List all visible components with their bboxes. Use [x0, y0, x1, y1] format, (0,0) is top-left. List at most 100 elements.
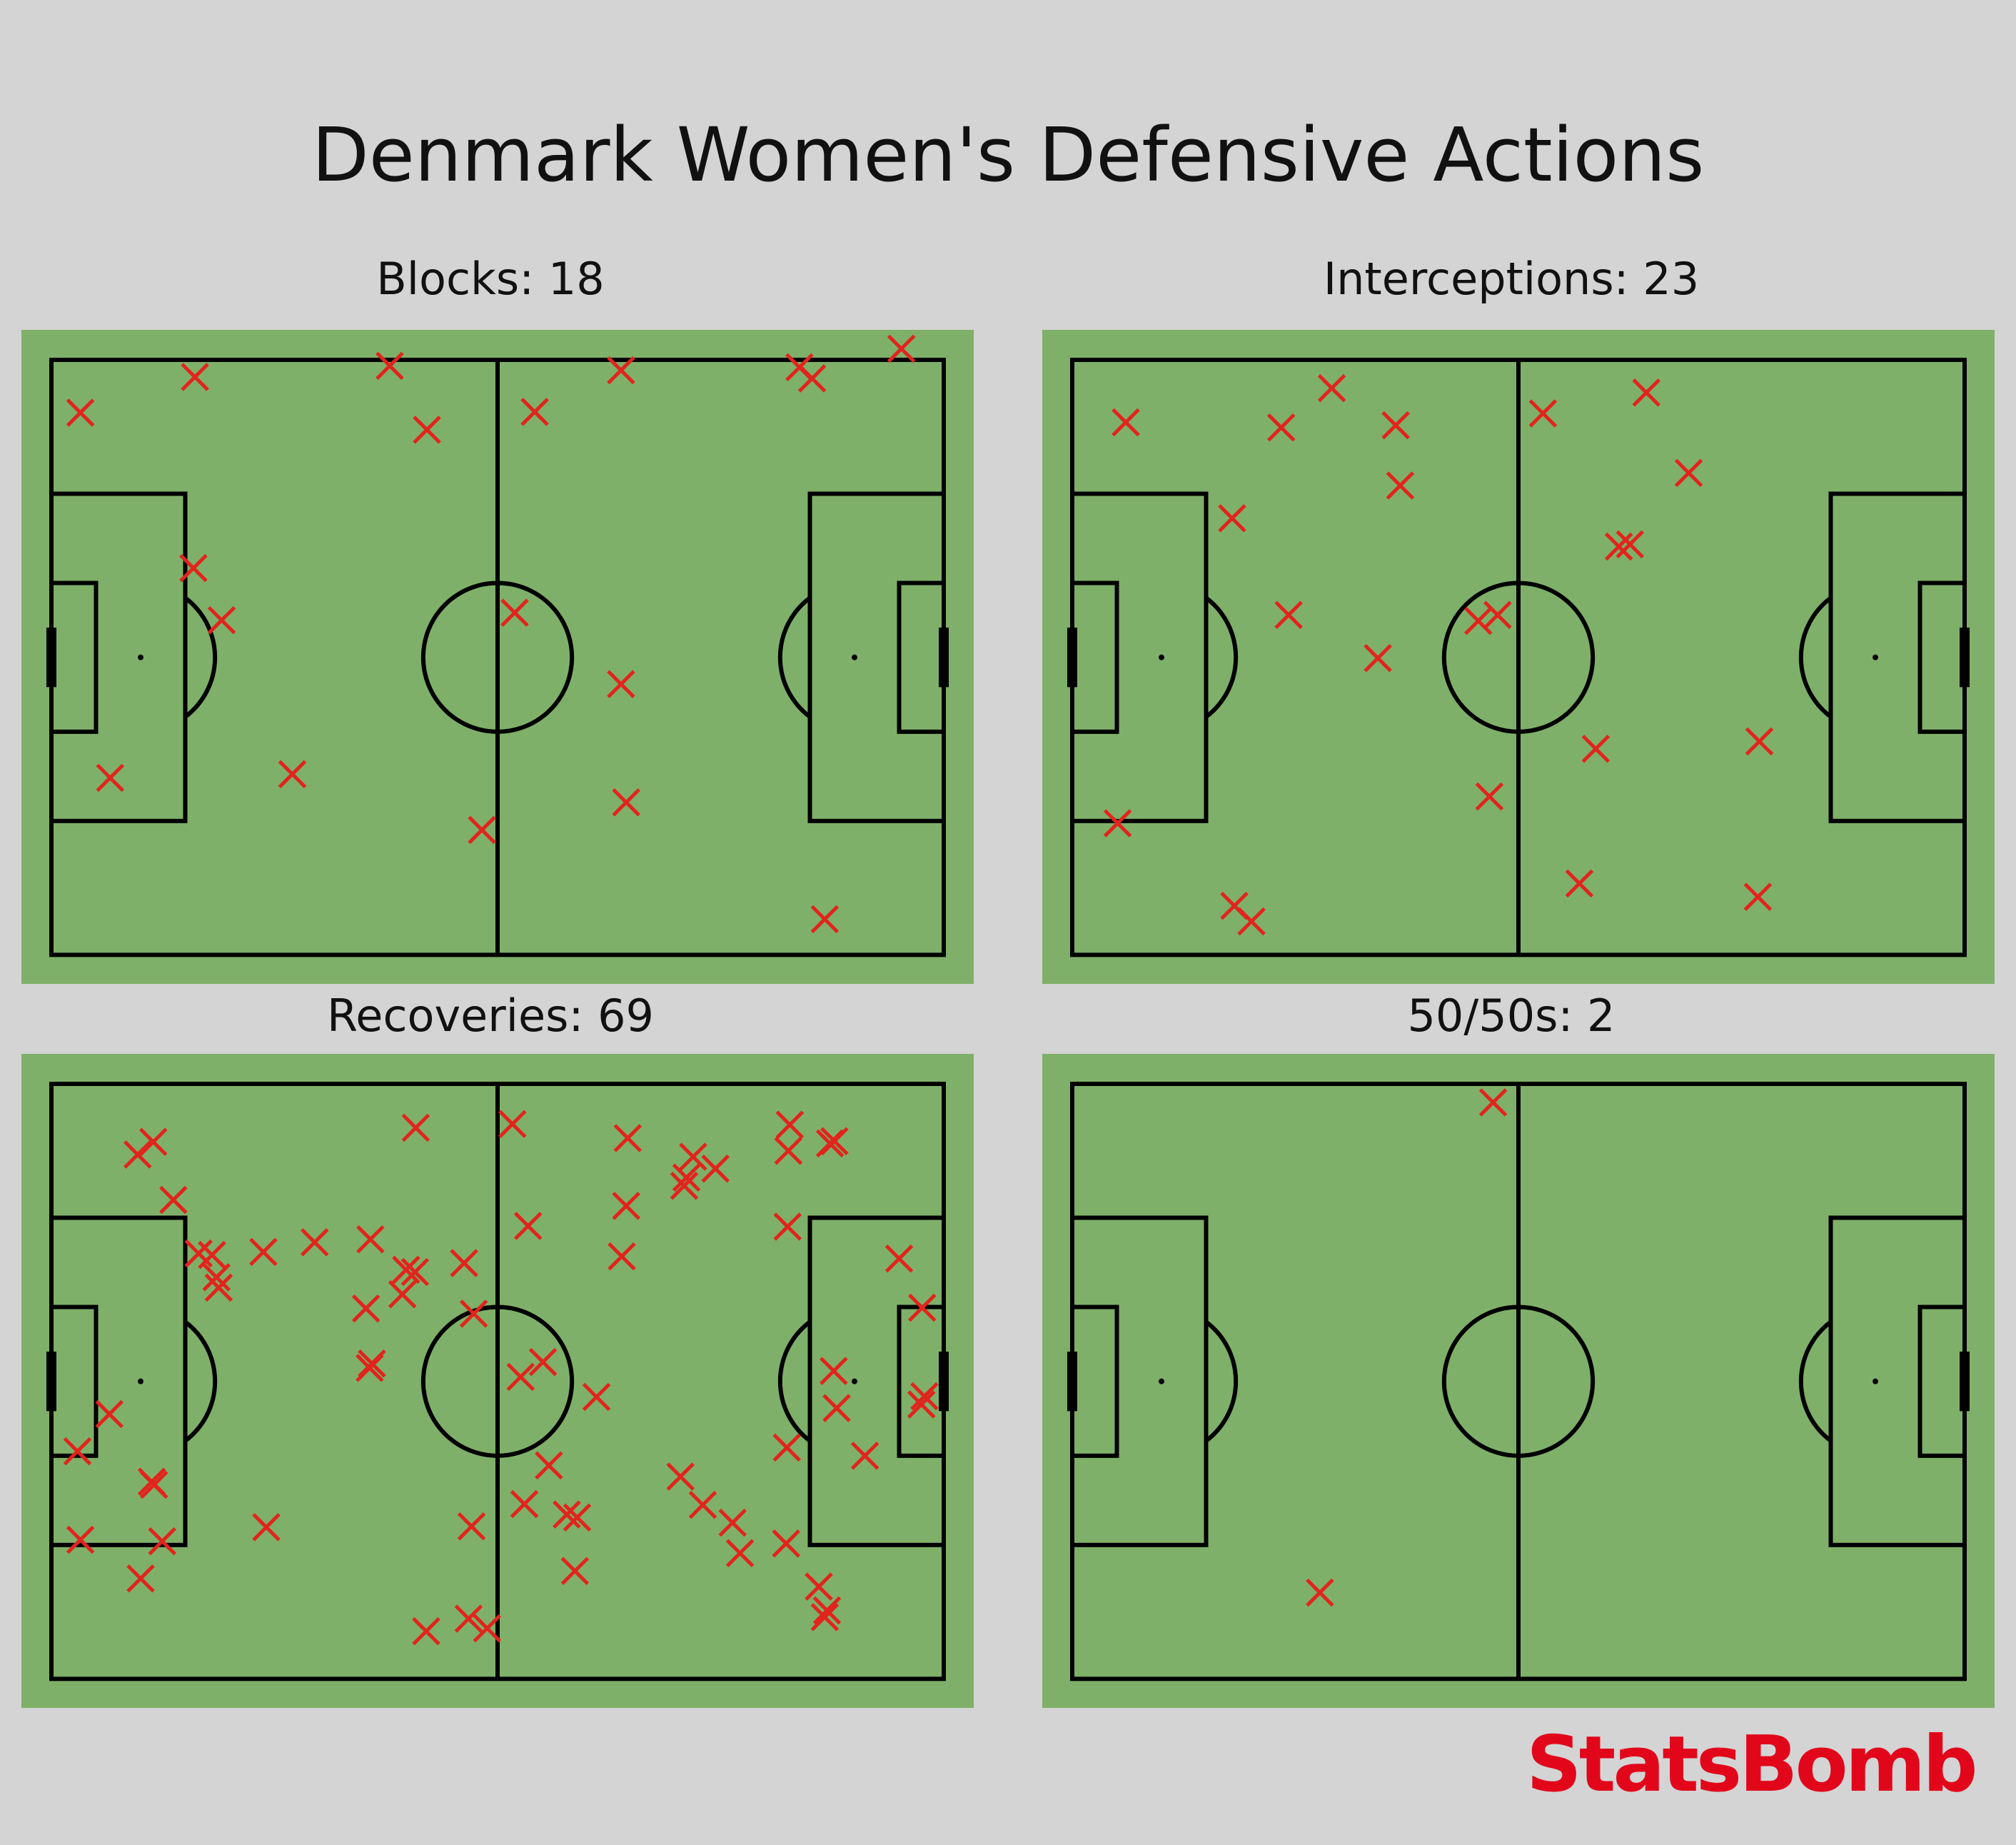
goal-right	[1960, 1352, 1970, 1412]
action-marker	[249, 1237, 278, 1267]
penalty-arc-left	[1204, 1319, 1239, 1443]
action-marker	[850, 1442, 880, 1470]
penalty-spot-left	[1159, 1378, 1164, 1384]
pitch-recoveries	[21, 1054, 974, 1708]
pitch-fifty-fifties	[1042, 1054, 1995, 1708]
action-marker	[775, 1110, 805, 1140]
action-marker	[126, 1564, 155, 1593]
action-marker	[457, 1512, 486, 1541]
action-marker	[812, 1596, 842, 1625]
action-marker	[1745, 727, 1774, 756]
goal-right	[1960, 628, 1970, 688]
action-marker	[159, 1185, 188, 1215]
action-marker	[1463, 606, 1493, 635]
penalty-arc-right	[1798, 595, 1833, 719]
action-marker	[138, 1127, 168, 1157]
action-marker	[300, 1228, 329, 1257]
action-marker	[1581, 735, 1611, 763]
goal-left	[46, 628, 56, 688]
action-marker	[500, 598, 529, 627]
penalty-arc-left	[183, 1319, 218, 1443]
action-marker	[773, 1212, 802, 1241]
action-marker	[772, 1529, 800, 1558]
action-marker	[670, 1171, 699, 1200]
penalty-spot-right	[852, 654, 857, 660]
panel-title-blocks: Blocks: 18	[376, 253, 605, 305]
action-marker	[820, 1357, 848, 1385]
action-marker	[810, 905, 840, 934]
action-marker	[607, 356, 635, 385]
action-marker	[805, 1572, 833, 1601]
action-marker	[612, 1192, 640, 1220]
action-marker	[63, 1437, 92, 1466]
action-marker	[774, 1136, 803, 1165]
chart-title: Denmark Women's Defensive Actions	[311, 111, 1705, 198]
action-marker	[1528, 399, 1558, 428]
centre-circle	[1441, 580, 1596, 734]
action-marker	[137, 1467, 166, 1497]
action-marker	[582, 1382, 611, 1412]
penalty-spot-right	[1873, 1378, 1878, 1384]
action-marker	[563, 1503, 592, 1532]
action-marker	[553, 1500, 581, 1529]
action-marker	[772, 1433, 801, 1462]
action-marker	[1266, 413, 1296, 442]
action-marker	[148, 1527, 176, 1556]
action-marker	[1317, 373, 1346, 403]
action-marker	[1743, 883, 1773, 911]
action-marker	[1274, 600, 1303, 630]
action-marker	[520, 398, 549, 426]
action-marker	[607, 670, 635, 698]
action-marker	[468, 815, 496, 845]
action-marker	[356, 1225, 385, 1254]
centre-spot	[495, 655, 500, 660]
action-marker	[612, 788, 640, 817]
action-marker	[1381, 411, 1410, 440]
action-marker	[1364, 643, 1392, 673]
action-marker	[96, 763, 125, 793]
action-marker	[179, 553, 208, 583]
action-marker	[498, 1110, 527, 1139]
action-marker	[815, 1129, 845, 1158]
centre-circle	[1441, 1304, 1596, 1458]
action-marker	[450, 1249, 478, 1277]
goal-right	[939, 628, 949, 688]
action-marker	[207, 605, 236, 635]
action-marker	[401, 1113, 430, 1142]
action-marker	[1616, 530, 1645, 559]
action-marker	[392, 1255, 420, 1285]
action-marker	[560, 1557, 590, 1586]
action-marker	[908, 1293, 937, 1322]
penalty-spot-left	[138, 1378, 143, 1384]
penalty-spot-right	[852, 1378, 857, 1384]
centre-spot	[495, 1379, 500, 1384]
action-marker	[198, 1240, 226, 1270]
action-marker	[1218, 504, 1246, 533]
action-marker	[1674, 458, 1703, 488]
goal-right	[939, 1352, 949, 1412]
action-marker	[535, 1451, 563, 1480]
action-marker	[528, 1347, 558, 1377]
action-marker	[376, 351, 404, 381]
centre-spot	[1516, 655, 1521, 660]
penalty-arc-right	[777, 1319, 812, 1443]
action-marker	[679, 1142, 707, 1171]
penalty-spot-right	[1873, 654, 1878, 660]
action-marker	[351, 1294, 380, 1323]
action-marker	[473, 1614, 502, 1643]
action-marker	[1103, 809, 1132, 838]
action-marker	[513, 1212, 543, 1240]
action-marker	[1475, 782, 1504, 811]
action-marker	[66, 398, 95, 427]
action-marker	[252, 1513, 281, 1542]
action-marker	[413, 416, 441, 444]
action-marker	[400, 1257, 430, 1287]
pitch-blocks	[21, 330, 974, 984]
action-marker	[887, 334, 916, 363]
pitch-interceptions	[1042, 330, 1995, 984]
goal-left	[46, 1352, 56, 1412]
action-marker	[1604, 532, 1633, 561]
action-marker	[95, 1399, 124, 1429]
action-marker	[725, 1539, 755, 1568]
action-marker	[202, 1263, 231, 1292]
